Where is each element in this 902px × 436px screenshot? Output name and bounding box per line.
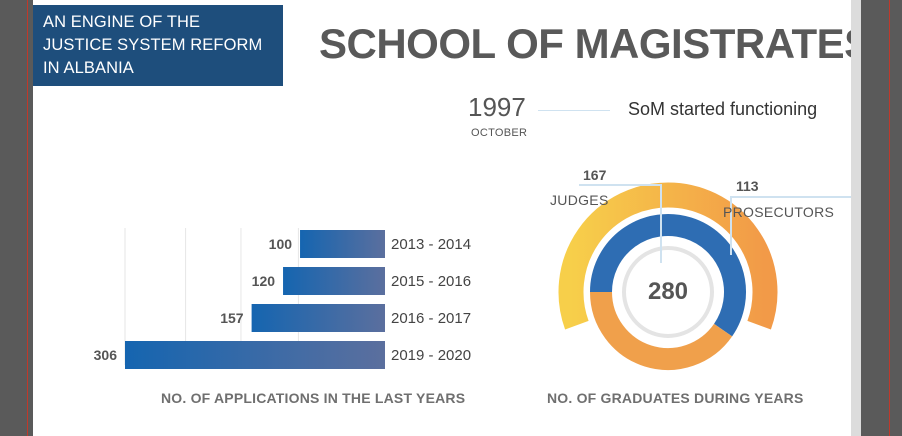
graduates-donut-chart [558, 182, 851, 370]
infographic-page: AN ENGINE OF THE JUSTICE SYSTEM REFORM I… [33, 0, 851, 436]
bar-value-label: 157 [220, 310, 244, 326]
banner-line-1: AN ENGINE OF THE [43, 13, 201, 31]
bar-category-label: 2016 - 2017 [391, 310, 471, 327]
bar-category-label: 2015 - 2016 [391, 273, 471, 290]
right-gutter [851, 0, 902, 436]
donut-hole [621, 245, 715, 339]
left-gutter [0, 0, 33, 436]
bar [125, 341, 385, 369]
bar-value-label: 306 [94, 347, 118, 363]
judges-connector [579, 184, 662, 263]
timeline-event: SoM started functioning [628, 99, 818, 119]
applications-bar-chart: 100 2013 - 2014 120 2015 - 2016 157 2016 - 20… [94, 228, 471, 369]
timeline-year: 1997 [468, 92, 526, 122]
prosecutors-label: PROSECUTORS [723, 204, 835, 220]
judges-slice [590, 214, 746, 337]
graduates-outer-ring [558, 182, 778, 330]
bar [300, 230, 385, 258]
header-banner: AN ENGINE OF THE JUSTICE SYSTEM REFORM I… [33, 5, 283, 86]
prosecutors-connector [730, 196, 851, 255]
right-guide-line [889, 0, 890, 436]
page-edge [851, 0, 861, 436]
bar [251, 304, 385, 332]
prosecutors-slice [590, 291, 733, 370]
page-title: SCHOOL OF MAGISTRATES [319, 20, 851, 67]
banner-line-3: IN ALBANIA [43, 59, 134, 77]
timeline-connector [538, 110, 610, 111]
applications-chart-title: NO. OF APPLICATIONS IN THE LAST YEARS [161, 390, 466, 406]
bar-value-label: 120 [252, 273, 276, 289]
bar [283, 267, 385, 295]
left-guide-line [27, 0, 28, 436]
bar-category-label: 2019 - 2020 [391, 347, 471, 364]
judges-label: JUDGES [550, 192, 609, 208]
graduates-chart-title: NO. OF GRADUATES DURING YEARS [547, 390, 804, 406]
donut-center-ring [622, 246, 714, 338]
graduates-total: 280 [647, 278, 689, 305]
timeline-month: OCTOBER [471, 127, 528, 139]
banner-line-2: JUSTICE SYSTEM REFORM [43, 36, 263, 54]
judges-value: 167 [583, 167, 607, 183]
bar-value-label: 100 [269, 236, 293, 252]
prosecutors-value: 113 [736, 178, 759, 194]
bar-category-label: 2013 - 2014 [391, 236, 471, 253]
